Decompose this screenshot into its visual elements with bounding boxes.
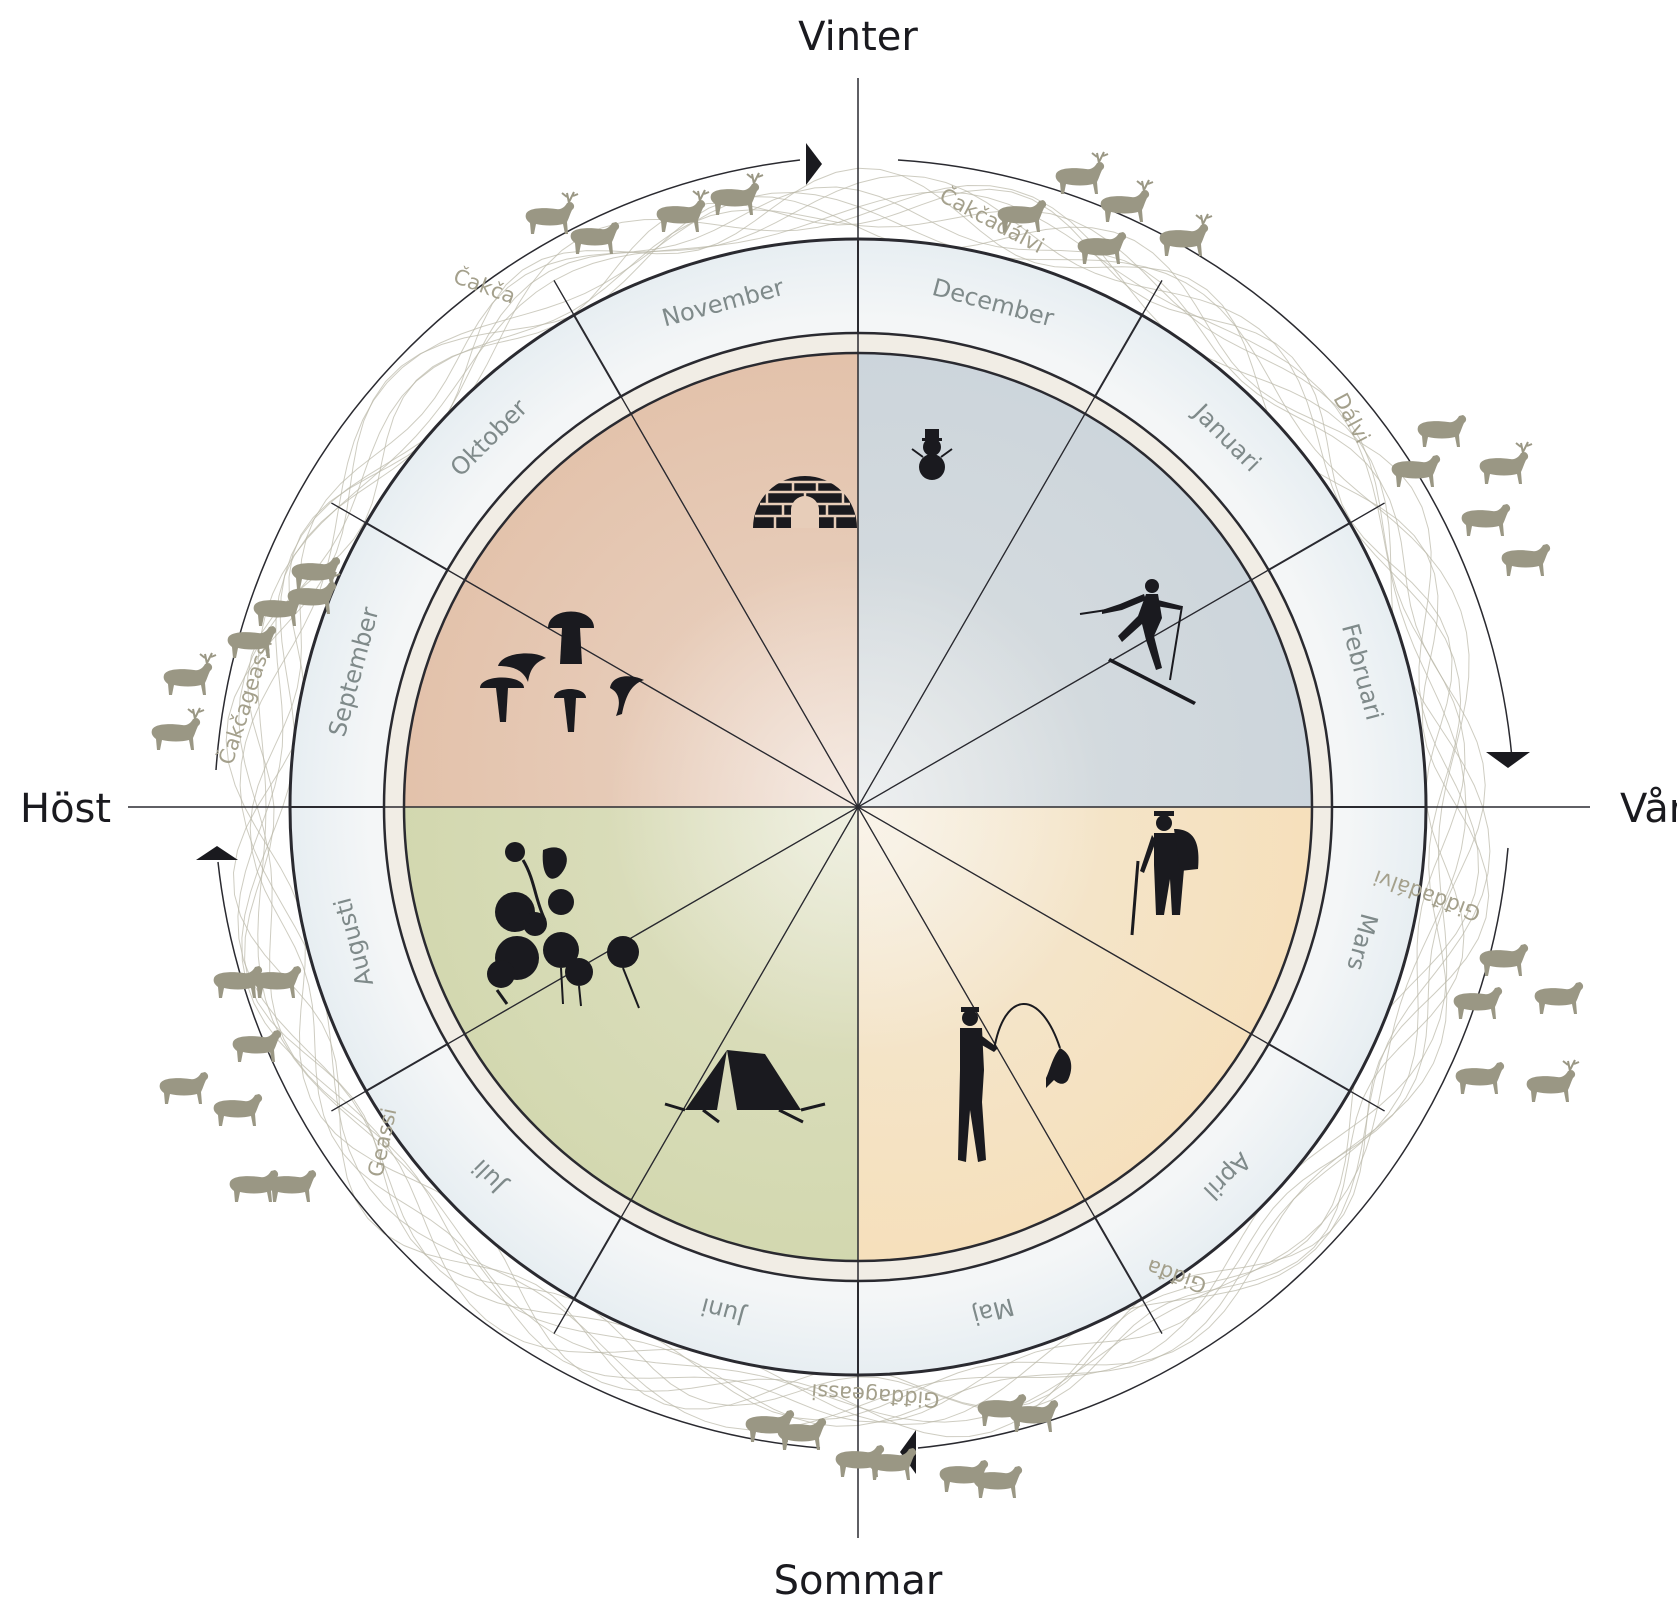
reindeer-icon (150, 707, 205, 751)
berries-icon (487, 842, 640, 1009)
hiker-icon (1130, 811, 1199, 936)
sami-label-4: Giđđageassi (811, 1379, 941, 1412)
reindeer-icon (1099, 179, 1154, 223)
tent-icon (664, 1050, 826, 1124)
reindeer-icon (1478, 441, 1533, 485)
reindeer-icon (524, 191, 579, 235)
reindeer-icon (162, 652, 217, 696)
reindeer-icon (1158, 213, 1213, 257)
reindeer-icon (1455, 1062, 1505, 1094)
sami-label-5: Geassi (363, 1106, 401, 1179)
reindeer-icon (1525, 1059, 1580, 1103)
arrowhead-left-icon (196, 846, 238, 860)
reindeer-icon (1461, 504, 1511, 536)
reindeer-icon (1417, 415, 1467, 447)
arrowhead-top-icon (806, 143, 822, 185)
season-label-left: Höst (20, 786, 111, 832)
reindeer-icon (1534, 982, 1584, 1014)
arrowhead-right-icon (1486, 752, 1530, 768)
month-spokes (331, 280, 1385, 1334)
reindeer-icon (1391, 455, 1441, 487)
season-label-top: Vinter (798, 14, 918, 60)
reindeer-icon (213, 1094, 263, 1126)
reindeer-icon (1453, 987, 1503, 1019)
snowman-icon (911, 429, 953, 480)
reindeer-icon (1054, 151, 1109, 195)
igloo-icon (753, 476, 857, 528)
fisherman-icon (958, 1003, 1072, 1162)
skier-icon (1079, 579, 1196, 705)
season-label-bottom: Sommar (774, 1558, 943, 1599)
reindeer-icon (1501, 544, 1551, 576)
reindeer-icon (1479, 944, 1529, 976)
season-label-right: Vår (1620, 786, 1677, 832)
cycle-arrows (215, 159, 1513, 1449)
reindeer-icon (159, 1072, 209, 1104)
mushrooms-icon (480, 611, 644, 732)
reindeer-icon (232, 1030, 282, 1062)
month-spoke (553, 280, 1163, 1334)
